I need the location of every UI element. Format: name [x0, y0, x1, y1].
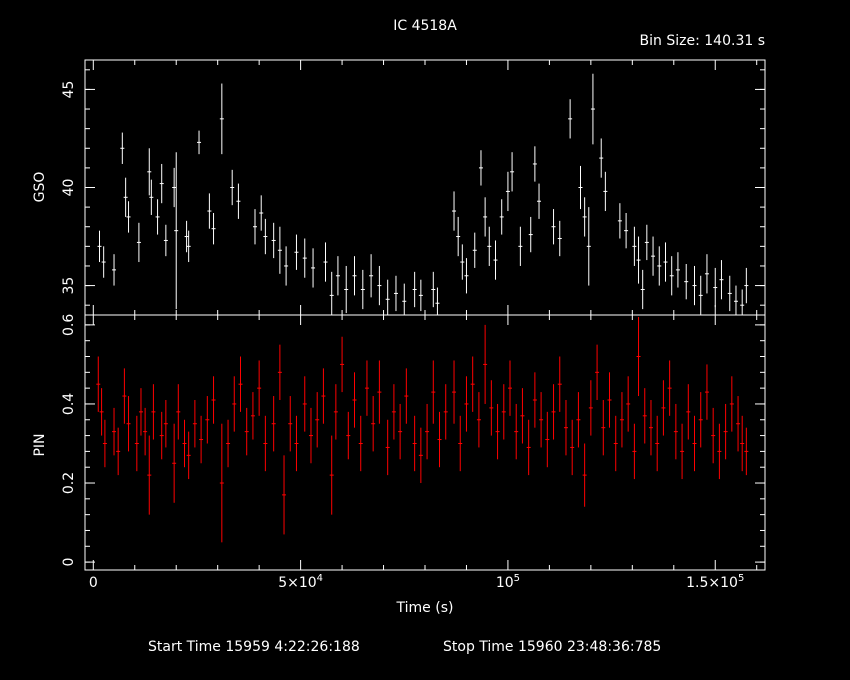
y-tick-label: 0.4	[61, 393, 77, 415]
gso-panel: GSO 35 40 45	[32, 59, 766, 316]
gso-axis-label: GSO	[32, 172, 48, 203]
x-tick-label-base: 1.5×10	[686, 575, 738, 591]
y-tick-label: 40	[61, 179, 77, 197]
x-tick-label-exponent: 5	[738, 573, 744, 584]
pin-ticks: 0 0.2 0.4 0.6	[61, 314, 765, 570]
bin-size-label: Bin Size: 140.31 s	[640, 33, 765, 49]
y-tick-label: 0.2	[61, 472, 77, 494]
x-tick-label-exponent: 5	[514, 573, 520, 584]
x-tick-label-base: 0	[89, 575, 98, 591]
pin-data-points	[96, 316, 749, 543]
x-tick-label: 105	[496, 573, 520, 591]
pin-axis-label: PIN	[32, 433, 48, 456]
x-tick-label: 1.5×105	[686, 573, 744, 591]
y-tick-label: 35	[61, 277, 77, 295]
y-tick-label: 45	[61, 81, 77, 99]
x-tick-label-base: 5×10	[278, 575, 316, 591]
start-time-label: Start Time 15959 4:22:26:188	[148, 639, 360, 655]
stop-time-label: Stop Time 15960 23:48:36:785	[443, 639, 661, 655]
y-tick-label: 0.6	[61, 314, 77, 336]
x-tick-label-base: 10	[496, 575, 514, 591]
x-axis-label: Time (s)	[396, 600, 454, 616]
x-tick-label: 0	[89, 575, 98, 591]
gso-data-points	[97, 73, 749, 315]
x-tick-label: 5×104	[278, 573, 323, 591]
gso-ticks: 35 40 45	[61, 60, 765, 315]
y-tick-label: 0	[61, 558, 77, 567]
x-tick-label-exponent: 4	[317, 573, 323, 584]
pin-panel: PIN 00.20.40.6 0 5×104 105 1.5×105	[32, 314, 766, 591]
chart-title: IC 4518A	[393, 18, 457, 34]
x-axis-ticks: 0 5×104 105 1.5×105	[89, 573, 745, 591]
